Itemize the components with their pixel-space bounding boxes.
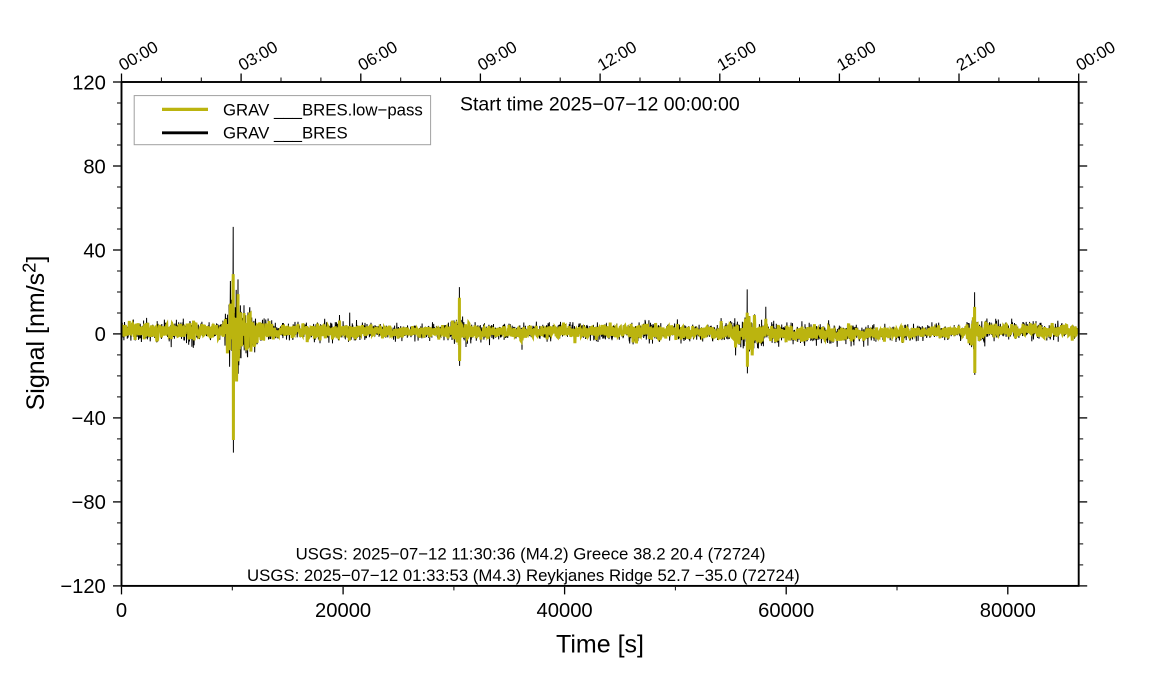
svg-text:−120: −120 [60, 576, 105, 598]
svg-text:Start time 2025−07−12 00:00:00: Start time 2025−07−12 00:00:00 [460, 94, 740, 116]
svg-text:120: 120 [72, 72, 106, 94]
svg-text:−80: −80 [72, 492, 106, 514]
svg-text:0: 0 [95, 324, 106, 346]
svg-text:80: 80 [83, 156, 105, 178]
svg-text:40: 40 [83, 240, 105, 262]
svg-text:USGS: 2025−07−12 11:30:36 (M4.: USGS: 2025−07−12 11:30:36 (M4.2) Greece … [296, 545, 766, 564]
svg-text:20000: 20000 [315, 600, 371, 622]
svg-text:GRAV ___BRES.low−pass: GRAV ___BRES.low−pass [223, 100, 423, 119]
svg-text:Signal [nm/s2]: Signal [nm/s2] [19, 256, 51, 411]
svg-text:USGS: 2025−07−12 01:33:53 (M4.: USGS: 2025−07−12 01:33:53 (M4.3) Reykjan… [247, 566, 800, 585]
svg-text:Time [s]: Time [s] [556, 631, 644, 659]
svg-text:60000: 60000 [758, 600, 814, 622]
svg-text:GRAV ___BRES: GRAV ___BRES [223, 124, 348, 143]
svg-text:40000: 40000 [537, 600, 593, 622]
svg-text:80000: 80000 [980, 600, 1036, 622]
svg-text:−40: −40 [72, 408, 106, 430]
svg-text:0: 0 [116, 600, 127, 622]
